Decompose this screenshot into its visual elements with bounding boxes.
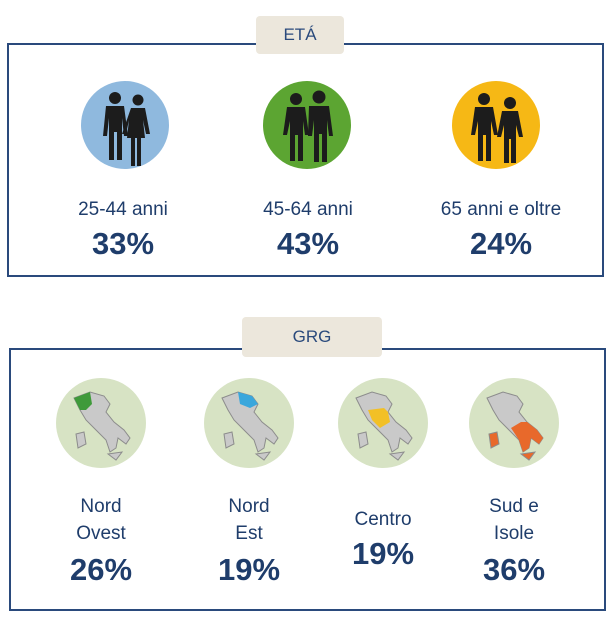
region-1-value: 26% xyxy=(69,552,133,587)
region-4-value: 36% xyxy=(482,552,546,587)
age-group-1-value: 33% xyxy=(91,226,155,261)
couple-elderly-icon xyxy=(471,93,523,163)
age-group-2-badge xyxy=(263,81,351,169)
age-group-2-label: 45-64 anni xyxy=(263,199,353,220)
age-group-3-badge xyxy=(452,81,540,169)
italy-map-icon xyxy=(221,391,279,461)
region-4-line2: Isole xyxy=(493,523,535,544)
region-4-badge xyxy=(469,378,559,468)
region-section-tag: GRG xyxy=(242,317,382,357)
region-2-badge xyxy=(204,378,294,468)
region-3-value: 19% xyxy=(351,536,415,571)
age-group-3-label: 65 anni e oltre xyxy=(440,199,562,220)
italy-map-icon xyxy=(486,391,544,461)
region-3-badge xyxy=(338,378,428,468)
italy-map-icon xyxy=(73,391,131,461)
region-2-line2: Est xyxy=(235,523,263,544)
region-1-line1: Nord xyxy=(80,496,122,517)
region-1-line2: Ovest xyxy=(76,523,126,544)
region-1-badge xyxy=(56,378,146,468)
couple-young-icon xyxy=(103,92,150,166)
age-group-1-label: 25-44 anni xyxy=(78,199,168,220)
age-group-2-value: 43% xyxy=(276,226,340,261)
region-3-line1: Centro xyxy=(354,509,412,530)
age-section-tag: ETÁ xyxy=(256,16,344,54)
couple-middle-icon xyxy=(283,90,333,162)
region-4-line1: Sud e xyxy=(489,496,539,517)
region-2-value: 19% xyxy=(217,552,281,587)
age-group-1-badge xyxy=(81,81,169,169)
italy-map-icon xyxy=(355,391,413,461)
age-group-3-value: 24% xyxy=(469,226,533,261)
region-2-line1: Nord xyxy=(228,496,270,517)
